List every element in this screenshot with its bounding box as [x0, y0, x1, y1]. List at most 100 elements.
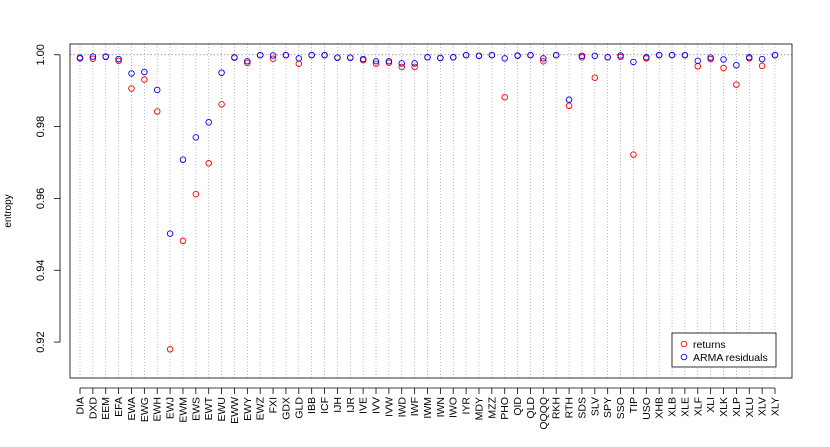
arma-residuals-point	[115, 55, 122, 63]
arma-residuals-point	[218, 69, 225, 76]
arma-residuals-point	[449, 54, 457, 61]
returns-point	[179, 237, 187, 245]
returns-point	[218, 101, 225, 108]
x-tick-label: XLU	[744, 397, 756, 417]
returns-point	[501, 93, 508, 101]
arma-residuals-point	[501, 55, 508, 62]
arma-residuals-point	[102, 53, 109, 60]
x-tick-label: ICF	[319, 397, 331, 414]
x-tick-label: IVE	[358, 397, 370, 414]
returns-point	[758, 62, 766, 70]
arma-residuals-point	[269, 52, 277, 59]
arma-residuals-point	[205, 119, 212, 126]
x-tick-label: SDS	[576, 397, 588, 419]
arma-residuals-point	[321, 51, 328, 59]
arma-residuals-point	[475, 52, 483, 60]
arma-residuals-point	[244, 57, 251, 65]
returns-point	[115, 57, 122, 65]
returns-point	[166, 346, 174, 353]
x-tick-label: XLV	[757, 397, 769, 416]
x-tick-label: IJR	[345, 397, 357, 413]
arma-residuals-point	[308, 51, 315, 59]
x-tick-label: EWS	[190, 397, 202, 421]
arma-residuals-point	[334, 54, 341, 61]
x-tick-label: XLY	[770, 397, 782, 416]
arma-residuals-point	[89, 53, 97, 60]
x-axis: DIA DXD EEM EFA EWA EWG EWH EWJ EWM EWS EWT EWU EWW E…	[75, 387, 782, 430]
x-tick-label: XLF	[692, 397, 704, 416]
arma-residuals-point	[76, 54, 84, 61]
returns-point	[89, 55, 97, 62]
returns-point	[540, 57, 547, 65]
arma-residuals-point	[733, 61, 740, 69]
y-axis-title: entropy	[3, 194, 14, 227]
x-tick-label: EEM	[100, 397, 112, 420]
arma-residuals-point	[643, 54, 650, 61]
returns-point	[398, 63, 406, 71]
arma-residuals-point	[488, 51, 496, 59]
x-tick-label: IYR	[461, 397, 473, 415]
legend-label-returns: returns	[693, 339, 726, 351]
returns-point	[733, 81, 740, 88]
arma-residuals-point	[681, 51, 689, 59]
x-tick-label: EWZ	[255, 396, 267, 420]
x-tick-label: EWY	[242, 397, 254, 421]
arma-residuals-point	[231, 54, 238, 61]
returns-point	[192, 190, 200, 198]
x-tick-label: DIA	[75, 397, 87, 415]
x-tick-label: XHB	[654, 397, 666, 419]
arma-residuals-point	[192, 134, 200, 141]
arma-residuals-point	[655, 51, 663, 59]
x-tick-label: IWO	[448, 397, 460, 418]
x-tick-label: EWM	[177, 397, 189, 423]
arma-residuals-point	[668, 51, 676, 59]
returns-point	[720, 64, 727, 72]
data-points	[76, 51, 779, 353]
arma-residuals-point	[295, 55, 303, 62]
x-tick-label: XLP	[731, 397, 743, 417]
x-tick-label: XLE	[679, 397, 691, 417]
arma-residuals-point	[398, 60, 406, 67]
x-tick-label: GLD	[293, 397, 305, 419]
x-tick-label: IVW	[383, 397, 395, 417]
x-tick-label: SPY	[602, 397, 614, 418]
returns-point	[244, 59, 251, 67]
x-tick-label: QQQQ	[538, 397, 550, 430]
arma-residuals-point	[720, 56, 727, 63]
arma-residuals-point	[256, 51, 264, 59]
arma-residuals-point	[166, 230, 174, 237]
y-axis: 0.92 0.94 0.96 0.98 1.00	[35, 44, 61, 353]
x-tick-label: MZZ	[486, 396, 498, 418]
x-tick-label: EWA	[126, 397, 138, 421]
x-tick-label: QID	[512, 397, 524, 416]
y-tick-label: 0.92	[35, 331, 47, 352]
arma-residuals-point	[141, 68, 148, 76]
x-tick-label: SSO	[615, 397, 627, 419]
arma-residuals-point	[128, 70, 135, 77]
y-tick-label: 0.98	[35, 116, 47, 137]
arma-residuals-point	[347, 54, 354, 61]
vertical-grid-lines	[79, 44, 776, 378]
arma-residuals-point	[282, 51, 290, 59]
arma-residuals-point	[424, 54, 431, 61]
legend-label-arma-residuals: ARMA residuals	[693, 352, 768, 364]
x-tick-label: EWU	[216, 397, 228, 422]
returns-point	[205, 159, 212, 167]
x-tick-label: GDX	[280, 397, 292, 420]
x-tick-label: IWD	[396, 397, 408, 418]
arma-residuals-point	[707, 54, 714, 61]
x-tick-label: USO	[641, 397, 653, 420]
x-tick-label: EWT	[203, 396, 215, 420]
x-tick-label: RKH	[551, 397, 563, 419]
x-tick-label: XLI	[705, 397, 717, 413]
x-tick-label: EWJ	[165, 397, 177, 419]
arma-residuals-point	[694, 57, 702, 65]
x-tick-label: IVV	[371, 397, 383, 414]
arma-residuals-point	[578, 52, 586, 60]
x-tick-label: DXD	[87, 397, 99, 420]
x-tick-label: IWN	[435, 397, 447, 417]
arma-residuals-point	[385, 57, 393, 65]
arma-residuals-point	[437, 54, 444, 62]
legend-marker-returns	[680, 340, 688, 348]
